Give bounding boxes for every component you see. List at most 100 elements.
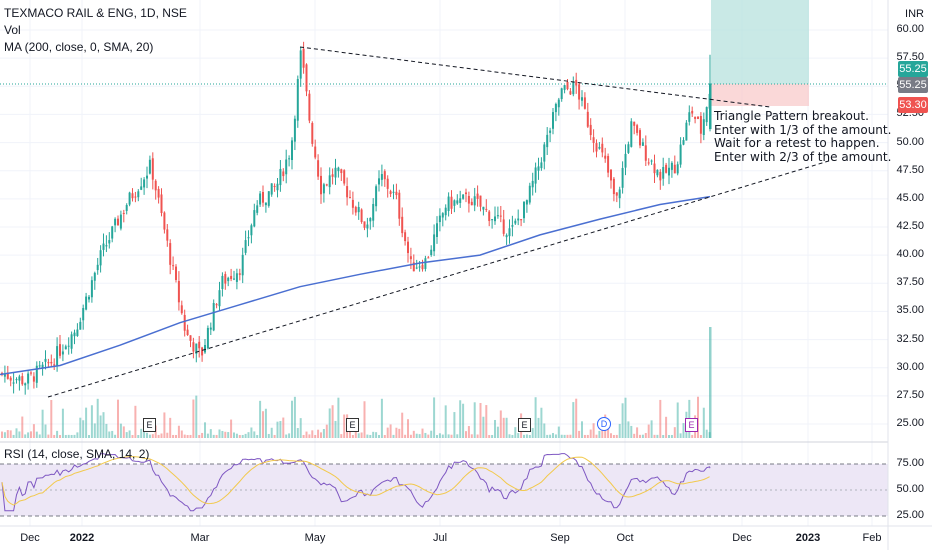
symbol-title[interactable]: TEXMACO RAIL & ENG, 1D, NSE [4,6,187,20]
volume-bar [540,407,543,438]
candle-body [131,193,134,199]
candle-body [659,171,662,181]
candle-body [244,240,247,253]
volume-bar [363,401,366,438]
volume-bar [586,434,589,438]
volume-bar [392,434,395,438]
volume-bar [459,400,462,438]
volume-bar [679,433,682,438]
volume-bar [262,411,264,438]
volume-bar [267,433,270,438]
volume-bar [82,420,85,438]
volume-bar [531,427,534,438]
volume-bar [27,432,30,438]
volume-bar [340,434,343,438]
candle-body [61,351,64,355]
earnings-event-icon[interactable]: E [346,418,359,432]
volume-bar [360,432,363,438]
stop-price-badge: 53.30 [898,97,928,113]
volume-bar [21,416,24,438]
volume-bar [525,434,528,438]
candle-body [302,48,305,68]
candle-body [64,346,67,350]
volume-bar [125,432,128,438]
volume-bar [157,434,160,438]
candle-body [618,189,621,199]
candle-body [433,234,436,252]
price-tick-label: 32.50 [896,332,924,345]
candle-body [212,303,215,331]
candle-body [653,163,656,174]
triangle-lower-trendline [47,159,833,398]
candle-body [146,175,148,179]
candle-body [688,112,691,122]
volume-bar [38,434,41,438]
volume-bar [476,434,479,438]
rsi-legend[interactable]: RSI (14, close, SMA, 14, 2) [4,447,150,461]
candle-body [569,91,572,95]
rsi-tick-label: 25.00 [896,509,924,521]
price-tick-label: 25.00 [896,417,924,429]
volume-bar [317,429,320,438]
volume-bar [514,427,517,438]
volume-bar [67,434,70,438]
earnings-event-icon[interactable]: E [518,418,531,432]
volume-bar [415,433,418,438]
volume-bar [659,399,662,438]
candle-body [450,196,453,209]
dividend-event-icon[interactable]: D [597,417,611,431]
candle-body [691,110,694,114]
candle-body [291,140,293,160]
volume-bar [311,430,314,438]
volume-bar [421,428,424,438]
volume-bar [337,397,340,438]
volume-bar [702,407,705,438]
volume-bar [378,434,380,438]
candle-body [656,169,659,176]
candle-body [299,50,302,79]
candle-body [485,208,488,210]
candle-body [409,256,412,260]
candle-body [206,327,209,349]
breakout-annotation[interactable]: Triangle Pattern breakout. Enter with 1/… [714,109,891,164]
candle-body [140,186,143,190]
candle-body [117,218,119,226]
earnings-event-icon[interactable]: E [685,418,698,432]
volume-bar [438,433,441,438]
candle-body [537,166,540,171]
volume-bar [233,432,235,438]
volume-bar [641,434,644,438]
volume-bar [433,397,436,438]
candle-body [633,121,636,126]
candle-body [137,191,140,198]
volume-bar [9,430,12,438]
candle-body [230,275,233,280]
candle-body [317,160,320,177]
candle-body [543,144,546,162]
ma-legend[interactable]: MA (200, close, 0, SMA, 20) [4,40,154,54]
volume-bar [444,405,447,438]
candle-body [157,188,160,198]
volume-legend[interactable]: Vol [4,23,21,37]
volume-bar [607,424,610,438]
candle-body [566,81,569,90]
candle-body [436,223,438,238]
volume-bar [64,434,67,438]
candle-body [125,205,128,211]
candle-body [9,377,12,381]
volume-bar [566,434,569,438]
candle-body [148,159,151,174]
volume-bar [204,422,206,438]
volume-bar [230,419,233,438]
volume-bar [697,396,699,438]
candle-body [644,145,647,161]
candle-body [70,334,73,349]
candle-body [24,383,27,386]
earnings-event-icon[interactable]: E [143,418,156,432]
volume-bar [563,434,566,438]
volume-bar [592,423,595,438]
time-tick-label: 2023 [795,532,821,544]
candle-body [389,191,392,195]
volume-bar [496,426,499,438]
